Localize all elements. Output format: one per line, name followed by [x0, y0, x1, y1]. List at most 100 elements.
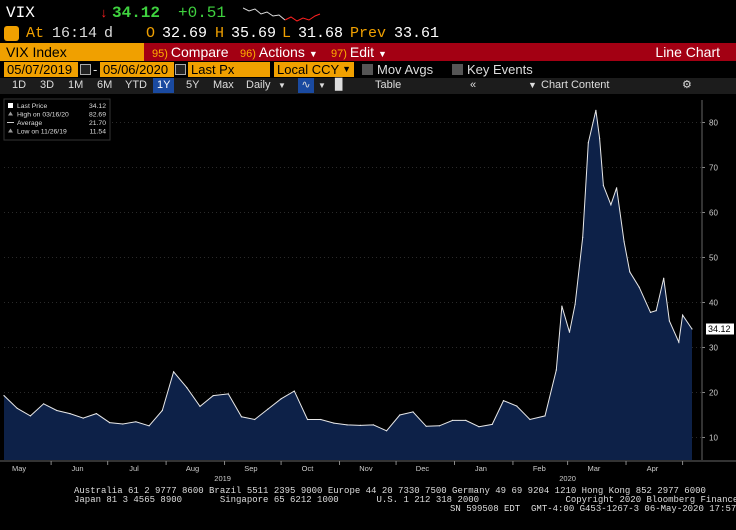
range-5y[interactable]: 5Y	[186, 79, 200, 91]
range-1m[interactable]: 1M	[68, 79, 84, 91]
y-tick-label: 10	[709, 434, 718, 443]
x-tick-label: Jun	[71, 464, 83, 473]
key-events-label: Key Events	[467, 62, 533, 77]
range-3d[interactable]: 3D	[40, 79, 55, 91]
data-point	[568, 331, 571, 333]
x-tick-label: Jul	[129, 464, 139, 473]
compare-menu[interactable]: 95) Compare	[152, 43, 229, 61]
d-label: d	[104, 25, 114, 42]
edit-menu[interactable]: 97) Edit ▼	[331, 43, 387, 61]
data-point	[240, 416, 243, 418]
data-point	[346, 424, 348, 426]
low-value: 31.68	[298, 25, 344, 42]
quote-bar: VIX ↓ 34.12 +0.51	[0, 0, 736, 26]
range-6m[interactable]: 6M	[97, 79, 113, 91]
price-field-select[interactable]: Last Px	[188, 62, 270, 77]
date-separator: -	[93, 62, 98, 77]
range-ytd[interactable]: YTD	[125, 79, 147, 91]
range-1y[interactable]: 1Y	[153, 78, 175, 93]
x-tick-label: Feb	[533, 464, 546, 473]
data-point	[333, 422, 335, 424]
y-axis: 10 20 30 40 50 60 70 80	[701, 100, 718, 460]
high-label: H	[215, 25, 225, 42]
data-point	[491, 423, 493, 425]
mov-avgs-checkbox[interactable]	[362, 64, 373, 75]
key-events-checkbox[interactable]	[452, 64, 463, 75]
legend-label: Average	[17, 120, 42, 127]
year-label: 2020	[559, 474, 576, 483]
data-point	[574, 303, 576, 305]
legend-label: Low on 11/26/19	[17, 129, 67, 136]
data-point	[69, 413, 71, 415]
actions-number: 96)	[240, 48, 256, 60]
line-chart-title: Line Chart	[655, 44, 720, 60]
data-point	[254, 418, 256, 421]
data-point	[691, 328, 693, 330]
range-max[interactable]: Max	[213, 79, 234, 91]
chevron-down-icon: ▼	[342, 64, 351, 74]
alert-bell-icon[interactable]	[4, 26, 19, 41]
data-point	[425, 425, 427, 427]
gear-icon[interactable]: ⚙	[682, 79, 692, 91]
x-axis: May Jun Jul Aug Sep Oct Nov Dec Jan Feb Mar Apr 2019…	[0, 460, 736, 483]
price-area	[4, 110, 692, 461]
end-date-field[interactable]: 05/06/2020	[100, 62, 174, 77]
data-point	[555, 369, 557, 371]
x-tick-label: May	[12, 464, 26, 473]
open-label: O	[146, 25, 156, 42]
data-point	[3, 395, 5, 397]
data-point	[502, 400, 505, 402]
legend-box	[3, 98, 111, 141]
start-date-field[interactable]: 05/07/2019	[4, 62, 78, 77]
function-header: VIX Index 95) Compare 96) Actions ▼ 97) Edit…	[0, 43, 736, 61]
chevron-down-icon: ▼	[528, 80, 537, 90]
bar-chart-icon[interactable]: ▉	[335, 79, 344, 91]
line-chart-icon[interactable]: ∿	[298, 78, 314, 93]
range-1d[interactable]: 1D	[12, 79, 27, 91]
actions-label: Actions	[258, 44, 305, 60]
legend-value: 34.12	[89, 103, 106, 110]
frequency-select[interactable]: Daily	[246, 79, 271, 91]
settings-bar: 05/07/2019 - 05/06/2020 Last Px Local CC…	[0, 62, 736, 78]
price-chart[interactable]: 10 20 30 40 50 60 70 80 May Jun Jul Aug Sep Oct Nov De…	[0, 96, 736, 484]
data-point	[438, 425, 440, 427]
legend-value: 82.69	[89, 112, 106, 119]
currency-select[interactable]: Local CCY ▼	[274, 62, 354, 77]
footer-line-2: Japan 81 3 4565 8900 Singapore 65 6212 1…	[74, 495, 736, 505]
data-point	[29, 415, 31, 417]
footer-line-3: SN 599508 EDT GMT-4:00 G453-1267-3 06-Ma…	[450, 504, 736, 514]
x-tick-label: Jan	[475, 464, 487, 473]
data-point	[452, 419, 454, 421]
chevron-down-icon: ▼	[278, 81, 286, 90]
legend-value: 21.70	[89, 120, 106, 127]
chart-content-button[interactable]: Chart Content	[541, 79, 610, 91]
year-label: 2019	[214, 474, 231, 483]
ticker: VIX	[6, 4, 35, 22]
data-point	[306, 418, 309, 421]
security-title[interactable]: VIX Index	[0, 43, 144, 61]
data-point	[478, 426, 480, 428]
legend-value: 11.54	[89, 129, 106, 136]
edit-label: Edit	[349, 44, 375, 60]
data-point	[186, 387, 188, 389]
x-tick-label: Sep	[244, 464, 257, 473]
x-tick-label: Nov	[359, 464, 373, 473]
data-point	[109, 422, 111, 424]
price-change: +0.51	[178, 4, 227, 22]
y-tick-label: 70	[709, 164, 718, 173]
data-point	[56, 409, 58, 412]
data-point	[359, 424, 361, 426]
calendar-icon[interactable]	[175, 64, 186, 75]
legend-marker	[8, 103, 13, 108]
chevron-down-icon: ▼	[378, 49, 387, 59]
table-button[interactable]: Table	[375, 79, 402, 91]
data-point	[638, 286, 640, 288]
collapse-icon[interactable]: «	[470, 79, 477, 91]
x-tick-label: Oct	[302, 464, 315, 473]
data-point	[280, 398, 282, 400]
ohlc-bar: At 16:14 d O 32.69 H 35.69 L 31.68 Prev …	[0, 25, 736, 43]
data-point	[587, 142, 589, 144]
data-point	[655, 310, 657, 312]
actions-menu[interactable]: 96) Actions ▼	[240, 43, 318, 61]
calendar-icon[interactable]	[80, 64, 91, 75]
